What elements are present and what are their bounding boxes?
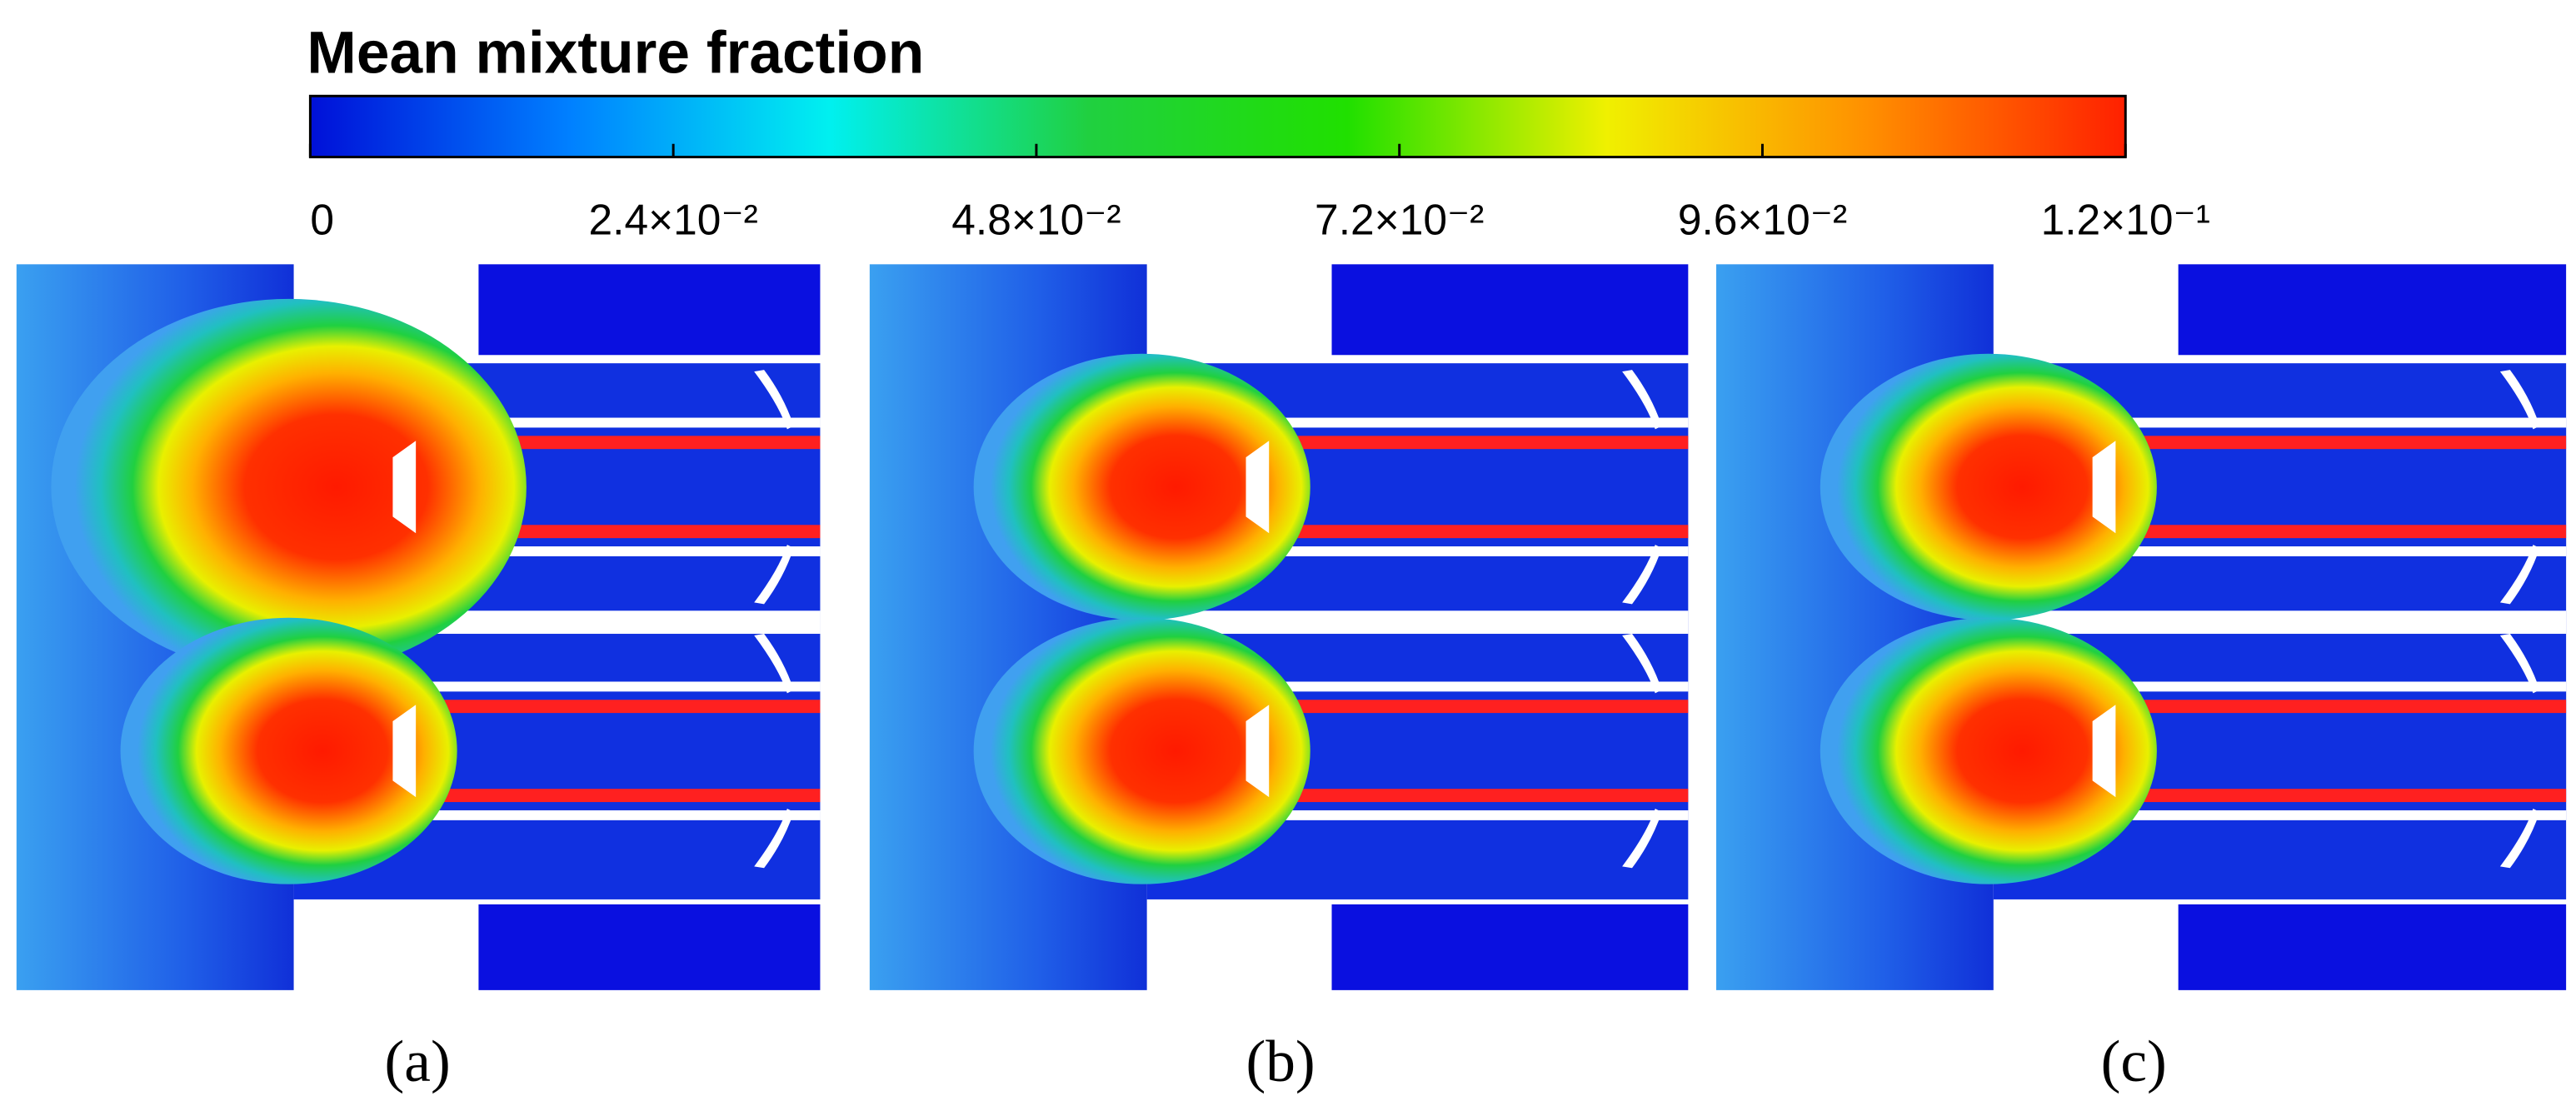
colorbar-title: Mean mixture fraction: [307, 20, 924, 87]
flame: [120, 617, 457, 884]
panel: (b): [869, 264, 1689, 1094]
nozzle: [392, 705, 417, 798]
flame: [973, 353, 1310, 620]
injector-tube: [432, 700, 821, 714]
injector-tube: [2132, 700, 2567, 714]
nozzle: [2092, 441, 2116, 534]
panel-label: (b): [1246, 1029, 1315, 1094]
panel: (a): [16, 264, 821, 1094]
block: [2178, 264, 2567, 356]
nozzle: [392, 441, 417, 534]
nozzle: [2092, 705, 2116, 798]
panel-label: (c): [2101, 1029, 2167, 1094]
injector-tube: [1286, 700, 1689, 714]
injector-tube: [432, 436, 821, 450]
block: [478, 904, 821, 990]
panel-label: (a): [385, 1029, 451, 1094]
colorbar-tick-label: 7.2×10⁻²: [1315, 196, 1484, 244]
injector-tube: [2132, 436, 2567, 450]
block: [1331, 264, 1689, 356]
nozzle: [1246, 441, 1270, 534]
separator: [1993, 610, 2567, 635]
block: [2178, 904, 2567, 990]
flame: [973, 617, 1310, 884]
colorbar-tick-label: 1.2×10⁻¹: [2041, 196, 2210, 244]
flame: [51, 298, 527, 675]
injector-tube: [1286, 789, 1689, 803]
colorbar-tick-label: 0: [310, 196, 334, 244]
block: [1331, 904, 1689, 990]
injector-tube: [432, 789, 821, 803]
injector-tube: [432, 525, 821, 539]
nozzle: [1246, 705, 1270, 798]
colorbar: [308, 94, 2127, 159]
colorbar-tick-label: 9.6×10⁻²: [1678, 196, 1847, 244]
colorbar-tick-label: 2.4×10⁻²: [589, 196, 758, 244]
panels: (a) (b) (c): [16, 264, 2567, 1094]
separator: [1146, 610, 1689, 635]
injector-tube: [2132, 789, 2567, 803]
flame: [1820, 617, 2157, 884]
injector-tube: [1286, 525, 1689, 539]
injector-tube: [1286, 436, 1689, 450]
panel: (c): [1716, 264, 2567, 1094]
injector-tube: [2132, 525, 2567, 539]
flame: [1820, 353, 2157, 620]
colorbar-tick-label: 4.8×10⁻²: [951, 196, 1121, 244]
block: [478, 264, 821, 356]
